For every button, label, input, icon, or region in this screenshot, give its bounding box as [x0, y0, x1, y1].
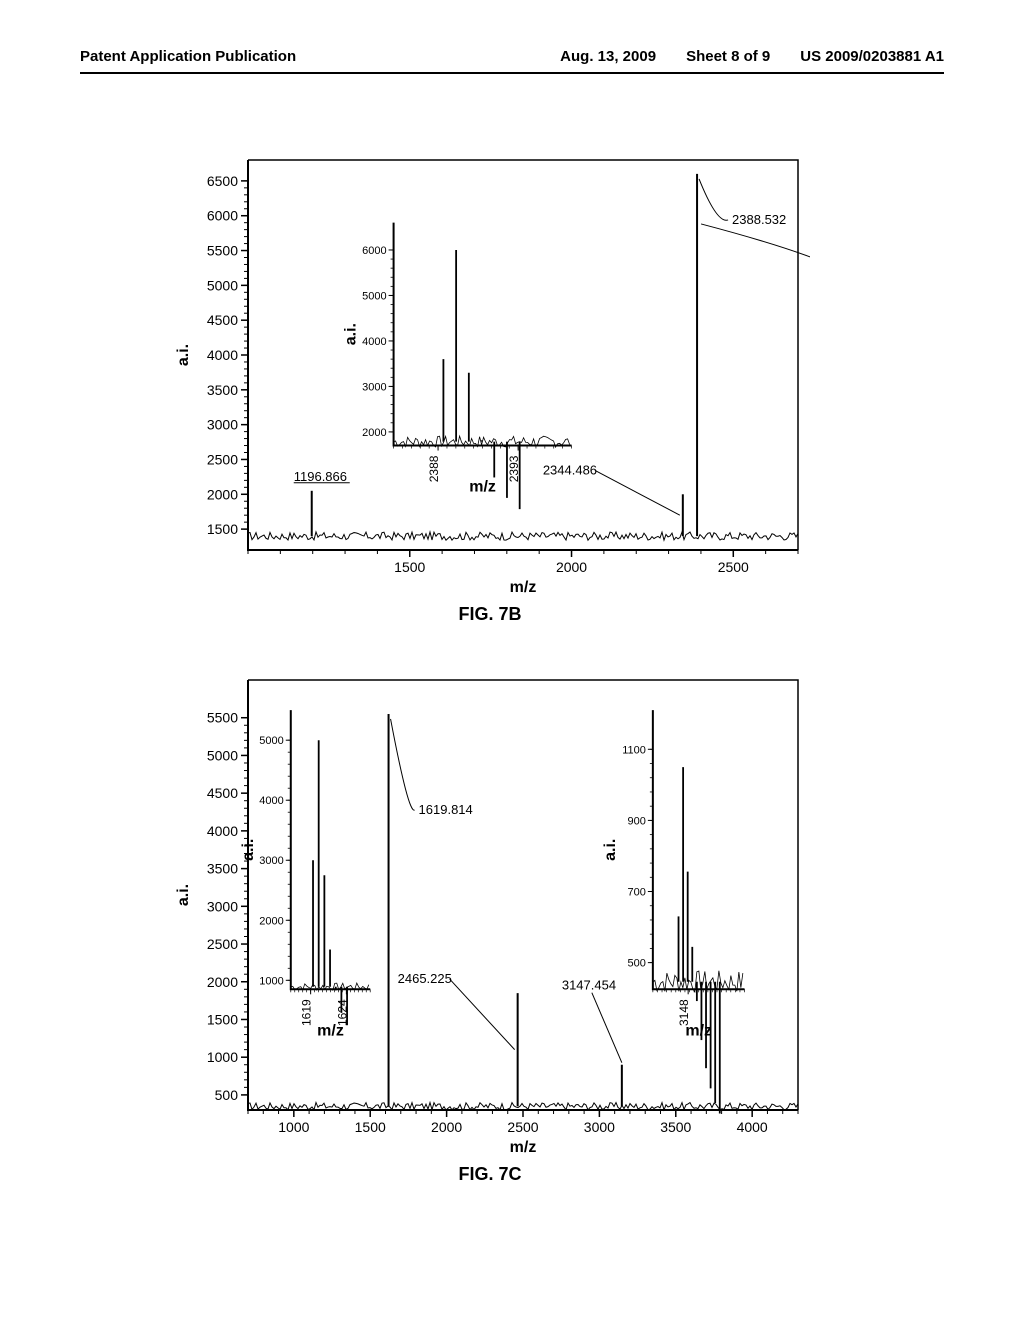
svg-text:5000: 5000 [362, 290, 386, 302]
svg-text:1100: 1100 [622, 744, 646, 756]
svg-text:4500: 4500 [207, 312, 238, 328]
svg-text:4000: 4000 [207, 347, 238, 363]
svg-text:2388.532: 2388.532 [732, 212, 786, 227]
header-sheet: Sheet 8 of 9 [686, 48, 770, 65]
svg-text:2388: 2388 [427, 455, 441, 482]
header-pubnum: US 2009/0203881 A1 [800, 48, 944, 65]
svg-text:4000: 4000 [207, 823, 238, 839]
svg-text:2344.486: 2344.486 [543, 462, 597, 477]
svg-text:3147.454: 3147.454 [562, 978, 616, 993]
svg-text:m/z: m/z [469, 479, 496, 496]
svg-text:1500: 1500 [394, 559, 425, 575]
svg-text:6000: 6000 [362, 245, 386, 257]
svg-text:4000: 4000 [737, 1119, 768, 1135]
svg-text:1619.814: 1619.814 [419, 802, 473, 817]
svg-text:500: 500 [628, 958, 646, 970]
svg-text:2500: 2500 [207, 451, 238, 467]
svg-text:a.i.: a.i. [602, 839, 619, 861]
svg-text:a.i.: a.i. [240, 839, 257, 861]
svg-text:2465.225: 2465.225 [398, 971, 452, 986]
svg-text:3500: 3500 [660, 1119, 691, 1135]
svg-text:1196.866: 1196.866 [294, 469, 347, 484]
header-left: Patent Application Publication [80, 48, 296, 65]
svg-text:5000: 5000 [207, 747, 238, 763]
svg-text:4500: 4500 [207, 785, 238, 801]
header-date: Aug. 13, 2009 [560, 48, 656, 65]
svg-text:5500: 5500 [207, 710, 238, 726]
svg-text:m/z: m/z [685, 1022, 712, 1039]
fig-7b-label: FIG. 7B [170, 604, 810, 625]
svg-text:3500: 3500 [207, 382, 238, 398]
svg-text:6000: 6000 [207, 208, 238, 224]
svg-text:900: 900 [628, 815, 646, 827]
svg-text:1000: 1000 [207, 1049, 238, 1065]
svg-text:3000: 3000 [362, 381, 386, 393]
svg-text:3000: 3000 [584, 1119, 615, 1135]
svg-text:2000: 2000 [362, 427, 386, 439]
page-header: Patent Application Publication Aug. 13, … [0, 48, 1024, 65]
svg-text:1500: 1500 [207, 521, 238, 537]
svg-text:700: 700 [628, 887, 646, 899]
svg-text:4000: 4000 [259, 795, 283, 807]
figure-7b: 1500 2000 2500 3000 3500 4000 4500 5000 5500 6000… [170, 150, 810, 630]
svg-text:2000: 2000 [431, 1119, 462, 1135]
svg-text:5000: 5000 [207, 277, 238, 293]
svg-text:2500: 2500 [718, 559, 749, 575]
chart-7b: 1500 2000 2500 3000 3500 4000 4500 5000 5500 6000… [170, 150, 810, 600]
svg-text:5000: 5000 [259, 735, 283, 747]
svg-text:6500: 6500 [207, 173, 238, 189]
svg-text:a.i.: a.i. [175, 884, 192, 906]
svg-text:a.i.: a.i. [175, 344, 192, 366]
svg-text:3500: 3500 [207, 861, 238, 877]
svg-text:1619: 1619 [300, 999, 314, 1026]
svg-text:1000: 1000 [278, 1119, 309, 1135]
svg-text:2500: 2500 [507, 1119, 538, 1135]
svg-text:3000: 3000 [207, 417, 238, 433]
svg-text:a.i.: a.i. [343, 323, 360, 345]
svg-text:3000: 3000 [207, 898, 238, 914]
svg-text:m/z: m/z [510, 1139, 537, 1156]
svg-text:500: 500 [215, 1087, 239, 1103]
chart-7c: 500 1000 1500 2000 2500 3000 3500 4000 4500 5000 5… [170, 670, 810, 1160]
svg-text:3000: 3000 [259, 855, 283, 867]
fig-7c-label: FIG. 7C [170, 1164, 810, 1185]
svg-text:1500: 1500 [355, 1119, 386, 1135]
svg-text:2500: 2500 [207, 936, 238, 952]
svg-text:1000: 1000 [259, 975, 283, 987]
figure-7c: 500 1000 1500 2000 2500 3000 3500 4000 4500 5000 5… [170, 670, 810, 1190]
svg-text:5500: 5500 [207, 243, 238, 259]
svg-text:1500: 1500 [207, 1011, 238, 1027]
svg-text:2000: 2000 [556, 559, 587, 575]
svg-text:m/z: m/z [510, 579, 537, 596]
svg-text:2000: 2000 [207, 974, 238, 990]
svg-text:2000: 2000 [207, 486, 238, 502]
header-rule [80, 72, 944, 74]
svg-text:2000: 2000 [259, 915, 283, 927]
svg-text:4000: 4000 [362, 336, 386, 348]
svg-text:m/z: m/z [317, 1022, 344, 1039]
